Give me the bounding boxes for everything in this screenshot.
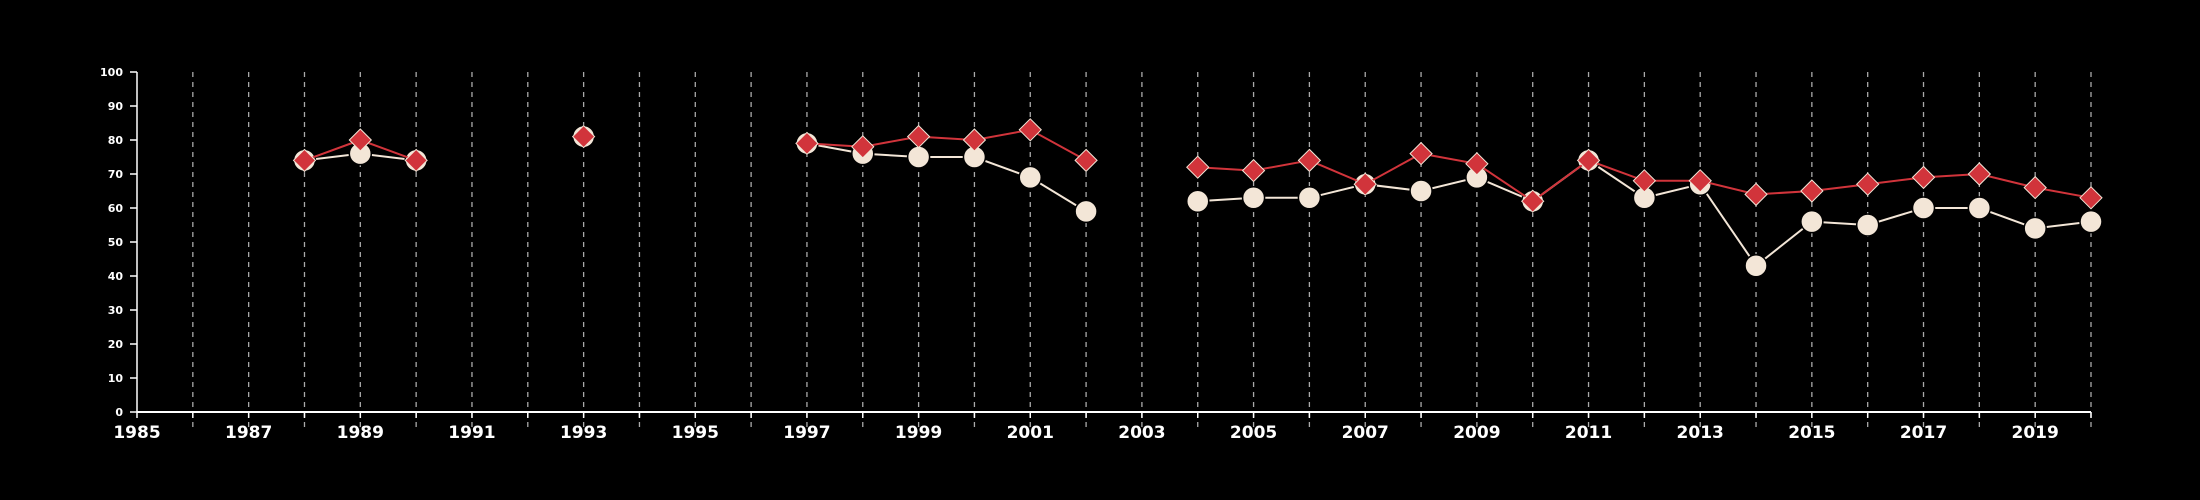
diamond-marker — [1074, 148, 1098, 173]
x-tick-label: 2005 — [1230, 423, 1277, 443]
circle-marker — [1800, 209, 1824, 234]
circle-marker — [1297, 186, 1322, 210]
y-tick-label: 60 — [108, 202, 124, 215]
circle-marker — [1074, 199, 1098, 224]
y-tick-label: 20 — [108, 338, 124, 351]
diamond-marker — [1855, 172, 1880, 196]
y-axis: 0 10 20 30 40 50 60 70 80 90 100 — [100, 66, 138, 419]
grid-lines — [192, 72, 2092, 430]
x-tick-label: 1993 — [560, 423, 607, 443]
circle-marker — [1744, 254, 1768, 278]
circle-marker — [1241, 186, 1266, 210]
x-axis: 1985 1987 1989 1991 1993 1995 1997 1999 2001 2003… — [113, 411, 2092, 443]
x-tick-label: 1987 — [225, 423, 272, 443]
diamond-marker — [292, 148, 317, 173]
diamond-marker — [1576, 148, 1601, 173]
x-tick-label: 2009 — [1453, 423, 1500, 443]
diamond-marker — [1521, 189, 1545, 213]
diamond-marker — [851, 135, 875, 159]
diamond-marker — [1353, 172, 1377, 196]
x-tick-label: 2011 — [1565, 423, 1612, 443]
x-tick-label: 2013 — [1677, 423, 1724, 443]
x-tick-label: 1991 — [448, 423, 495, 443]
x-tick-label: 2019 — [2012, 423, 2059, 443]
diamond-marker — [962, 128, 987, 152]
x-tick-label: 2015 — [1788, 423, 1835, 443]
x-tick-label: 2003 — [1118, 423, 1165, 443]
x-tick-label: 1999 — [895, 423, 942, 443]
diamond-marker — [1632, 169, 1657, 193]
diamond-marker — [1018, 118, 1042, 142]
series-1-diamond — [292, 118, 2103, 213]
y-tick-label: 10 — [108, 372, 124, 385]
diamond-marker — [1911, 165, 1936, 190]
x-tick-label: 2001 — [1007, 423, 1054, 443]
diamond-marker — [906, 124, 931, 149]
circle-marker — [1855, 213, 1880, 237]
y-tick-label: 0 — [115, 406, 123, 419]
circle-marker — [2079, 209, 2103, 234]
x-tick-label: 1995 — [672, 423, 719, 443]
diamond-marker — [1241, 158, 1266, 183]
y-tick-label: 90 — [108, 100, 124, 113]
y-tick-label: 40 — [108, 270, 124, 283]
y-tick-label: 30 — [108, 304, 124, 317]
diamond-marker — [1409, 141, 1433, 166]
diamond-marker — [1744, 182, 1768, 207]
diamond-marker — [2079, 186, 2103, 210]
diamond-marker — [1186, 155, 1210, 179]
diamond-marker — [348, 128, 373, 152]
x-tick-label: 2017 — [1900, 423, 1947, 443]
x-tick-label: 1985 — [113, 423, 160, 443]
y-tick-label: 50 — [108, 236, 124, 249]
circle-marker — [2023, 216, 2047, 241]
y-tick-label: 70 — [108, 168, 124, 181]
x-tick-label: 1989 — [337, 423, 384, 443]
circle-marker — [1967, 196, 1992, 220]
circle-marker — [1018, 165, 1043, 190]
diamond-marker — [1688, 169, 1712, 193]
diamond-marker — [1297, 148, 1322, 173]
diamond-marker — [571, 124, 596, 149]
y-tick-label: 100 — [100, 66, 123, 79]
diamond-marker — [1800, 179, 1824, 203]
diamond-marker — [1967, 162, 1992, 186]
y-tick-label: 80 — [108, 134, 124, 147]
circle-marker — [1409, 179, 1433, 203]
circle-marker — [1911, 196, 1936, 220]
diamond-marker — [404, 148, 428, 173]
series-line — [806, 128, 1087, 162]
diamond-marker — [1465, 152, 1489, 176]
circle-marker — [1185, 189, 1210, 213]
diamond-marker — [795, 131, 819, 156]
series-line — [806, 142, 1087, 213]
circle-marker — [906, 145, 931, 169]
x-tick-label: 1997 — [783, 423, 830, 443]
x-tick-label: 2007 — [1342, 423, 1389, 443]
diamond-marker — [2023, 175, 2047, 200]
